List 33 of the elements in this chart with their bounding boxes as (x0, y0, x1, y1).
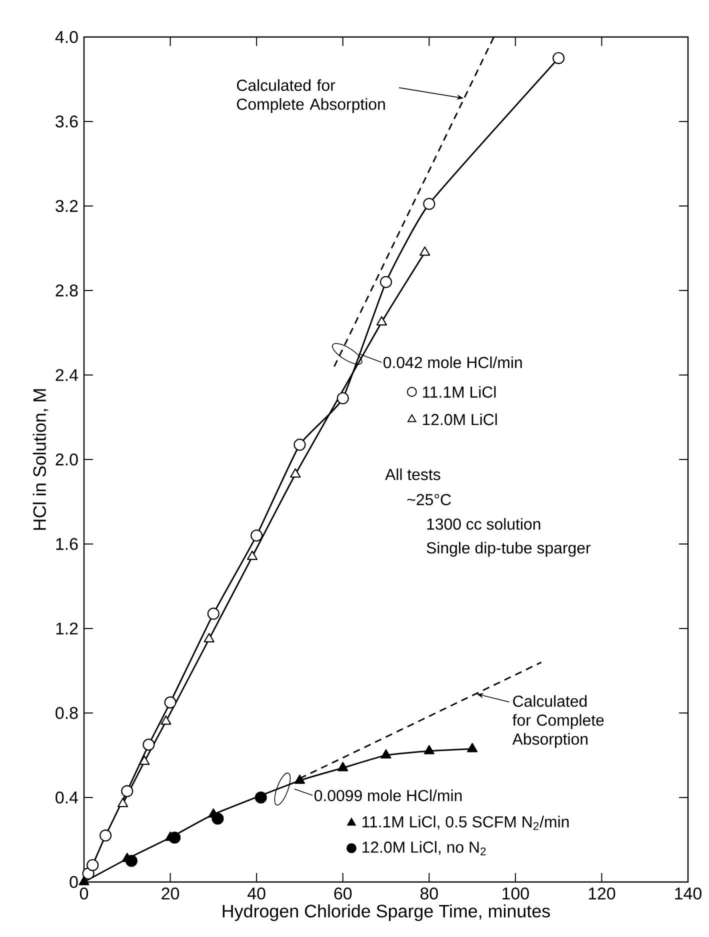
annotation: 0.042 mole HCl/min (384, 356, 522, 368)
annotation: 0.0099 mole HCl/min (314, 790, 462, 802)
annotation: Calculated for Complete Absorption (237, 79, 385, 114)
legend-label: 11.1M LiCl, 0.5 SCFM N$_{2}$/min (362, 816, 569, 830)
y-tick-label: 0.8 (56, 706, 78, 719)
legend-label: 12.0M LiCl, no N$_{2}$ (362, 841, 486, 856)
x-tick-label: 20 (162, 888, 180, 900)
y-tick-label: 0.4 (56, 791, 78, 804)
annotation: ~25°C (407, 494, 451, 506)
annotation: Single dip-tube sparger (426, 542, 591, 557)
x-tick-label: 120 (588, 888, 616, 900)
y-tick-label: 1.6 (56, 538, 78, 550)
annotation: 1300 cc solution (427, 518, 540, 530)
x-axis-title: Hydrogen Chloride Sparge Time, minutes (222, 904, 550, 922)
x-tick-label: 100 (502, 888, 529, 900)
x-tick-label: 60 (334, 888, 352, 900)
y-tick-label: 3.6 (56, 115, 78, 128)
x-tick-label: 140 (675, 888, 702, 900)
annotation: All tests (385, 468, 440, 480)
y-tick-label: 2.0 (56, 453, 78, 466)
x-tick-label: 40 (248, 888, 266, 900)
y-axis-title: HCl in Solution, M (32, 389, 48, 530)
annotation: Calculated for Complete Absorption (512, 695, 604, 748)
legend-label: 11.1M LiCl (422, 386, 496, 398)
legend-label: 12.0M LiCl (422, 414, 497, 426)
y-tick-label: 2.4 (56, 369, 78, 381)
y-tick-label: 2.8 (56, 284, 78, 296)
x-tick-label: 0 (80, 888, 88, 900)
y-tick-label: 4.0 (55, 30, 78, 43)
y-tick-label: 0 (70, 876, 78, 888)
x-tick-label: 80 (420, 888, 438, 900)
y-tick-label: 1.2 (56, 622, 78, 634)
y-tick-label: 3.2 (56, 200, 78, 212)
